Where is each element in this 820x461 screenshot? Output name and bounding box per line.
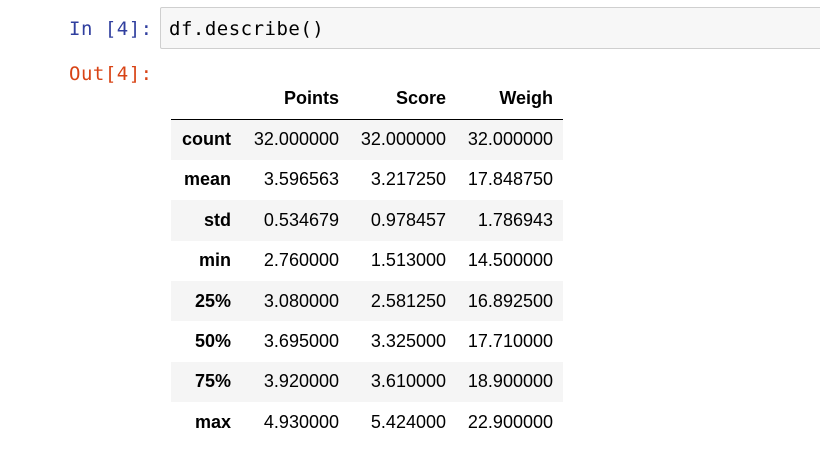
table-cell: 3.596563 [263, 169, 339, 190]
row-label: 50% [194, 331, 231, 352]
table-cell: 3.217250 [370, 169, 446, 190]
row-label: 75% [194, 371, 231, 392]
table-cell: 3.610000 [370, 371, 446, 392]
table-row: 75% 3.920000 3.610000 18.900000 [171, 361, 563, 403]
row-label: 25% [194, 290, 231, 311]
row-label: std [204, 209, 231, 230]
code-input-area[interactable]: df.describe() [160, 7, 820, 49]
code-text[interactable]: df.describe() [169, 18, 325, 40]
table-cell: 2.581250 [370, 290, 446, 311]
table-cell: 3.080000 [263, 290, 339, 311]
output-prompt: Out[4]: [69, 63, 153, 85]
table-row: 25% 3.080000 2.581250 16.892500 [171, 280, 563, 322]
table-cell: 17.710000 [467, 331, 553, 352]
table-header-row: Points Score Weigh [171, 79, 563, 120]
table-cell: 14.500000 [467, 250, 553, 271]
table-cell: 0.978457 [370, 209, 446, 230]
table-cell: 16.892500 [467, 290, 553, 311]
row-label: mean [183, 169, 231, 190]
table-cell: 0.534679 [263, 209, 339, 230]
table-cell: 3.920000 [263, 371, 339, 392]
table-cell: 4.930000 [263, 411, 339, 432]
describe-dataframe-table: Points Score Weigh count 32.000000 32.00… [171, 79, 563, 443]
table-cell: 3.325000 [370, 331, 446, 352]
table-cell: 5.424000 [370, 411, 446, 432]
column-header: Points [241, 79, 349, 120]
column-header: Weigh [456, 79, 563, 120]
table-cell: 32.000000 [253, 129, 339, 150]
table-cell: 17.848750 [467, 169, 553, 190]
table-row: 50% 3.695000 3.325000 17.710000 [171, 321, 563, 362]
table-cell: 18.900000 [467, 371, 553, 392]
table-row: mean 3.596563 3.217250 17.848750 [171, 159, 563, 201]
table-cell: 32.000000 [360, 129, 446, 150]
row-label: count [182, 129, 231, 150]
table-row: min 2.760000 1.513000 14.500000 [171, 240, 563, 281]
table-row: max 4.930000 5.424000 22.900000 [171, 402, 563, 443]
row-label: min [198, 250, 231, 271]
table-cell: 2.760000 [263, 250, 339, 271]
table-cell: 32.000000 [467, 129, 553, 150]
table-cell: 1.786943 [477, 209, 553, 230]
row-label: max [194, 411, 231, 432]
index-header [171, 79, 241, 120]
table-cell: 22.900000 [467, 411, 553, 432]
table-cell: 3.695000 [263, 331, 339, 352]
table-cell: 1.513000 [370, 250, 446, 271]
table-row: count 32.000000 32.000000 32.000000 [171, 119, 563, 160]
table-row: std 0.534679 0.978457 1.786943 [171, 200, 563, 241]
column-header: Score [349, 79, 456, 120]
input-prompt: In [4]: [69, 18, 153, 40]
